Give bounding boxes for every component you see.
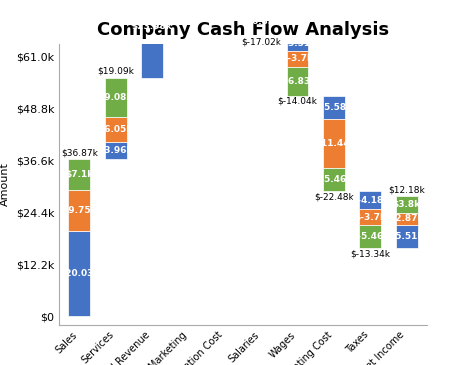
Bar bbox=[323, 96, 345, 119]
Bar bbox=[287, 36, 309, 51]
Bar bbox=[323, 119, 345, 168]
Text: $-5.46k: $-5.46k bbox=[315, 175, 353, 184]
Bar bbox=[105, 78, 127, 117]
Text: $-14.04k: $-14.04k bbox=[278, 97, 318, 106]
Text: $7.1k: $7.1k bbox=[65, 170, 93, 179]
Text: $3.8k: $3.8k bbox=[392, 200, 420, 209]
Bar bbox=[141, 0, 163, 78]
Y-axis label: Amount: Amount bbox=[0, 162, 10, 206]
Bar bbox=[359, 225, 381, 248]
Text: $9.08k: $9.08k bbox=[99, 93, 133, 102]
Text: $-3.36k: $-3.36k bbox=[242, 0, 280, 4]
Text: $-11.44k: $-11.44k bbox=[311, 139, 356, 148]
Bar bbox=[287, 51, 309, 67]
Bar bbox=[396, 212, 418, 225]
Text: $-6.83k: $-6.83k bbox=[242, 17, 280, 26]
Bar bbox=[250, 7, 272, 36]
Bar bbox=[287, 67, 309, 96]
Text: $20.03k: $20.03k bbox=[59, 269, 100, 278]
Bar bbox=[323, 168, 345, 191]
Text: $-13.34k: $-13.34k bbox=[350, 250, 390, 258]
Text: $-3.7k: $-3.7k bbox=[354, 213, 386, 222]
Bar bbox=[396, 196, 418, 212]
Text: $9.75k: $9.75k bbox=[62, 206, 97, 215]
Text: $6.05k: $6.05k bbox=[99, 125, 133, 134]
Text: $-3.7k: $-3.7k bbox=[282, 54, 313, 63]
Bar bbox=[105, 117, 127, 142]
Bar bbox=[68, 189, 90, 231]
Text: $-3.51k: $-3.51k bbox=[278, 39, 317, 48]
Text: $3.96k: $3.96k bbox=[99, 146, 133, 155]
Bar bbox=[68, 159, 90, 189]
Text: $-17.02k: $-17.02k bbox=[241, 37, 281, 46]
Title: Company Cash Flow Analysis: Company Cash Flow Analysis bbox=[97, 22, 389, 39]
Text: $-4.18k: $-4.18k bbox=[351, 196, 389, 205]
Bar bbox=[359, 209, 381, 225]
Text: $19.09k: $19.09k bbox=[97, 67, 134, 76]
Text: $5.51k: $5.51k bbox=[390, 232, 424, 241]
Bar bbox=[359, 191, 381, 209]
Text: $-6.83k: $-6.83k bbox=[278, 77, 317, 86]
Text: $-22.48k: $-22.48k bbox=[314, 193, 354, 202]
Text: $-5.58k: $-5.58k bbox=[315, 103, 353, 112]
Bar bbox=[250, 0, 272, 7]
Text: $23.98k: $23.98k bbox=[132, 22, 173, 31]
Text: $12.18k: $12.18k bbox=[388, 185, 425, 194]
Text: $-5.46k: $-5.46k bbox=[351, 232, 389, 241]
Text: $2.87k: $2.87k bbox=[389, 214, 424, 223]
Bar bbox=[68, 231, 90, 316]
Bar bbox=[105, 142, 127, 159]
Text: $36.87k: $36.87k bbox=[61, 148, 98, 157]
Bar bbox=[396, 225, 418, 248]
